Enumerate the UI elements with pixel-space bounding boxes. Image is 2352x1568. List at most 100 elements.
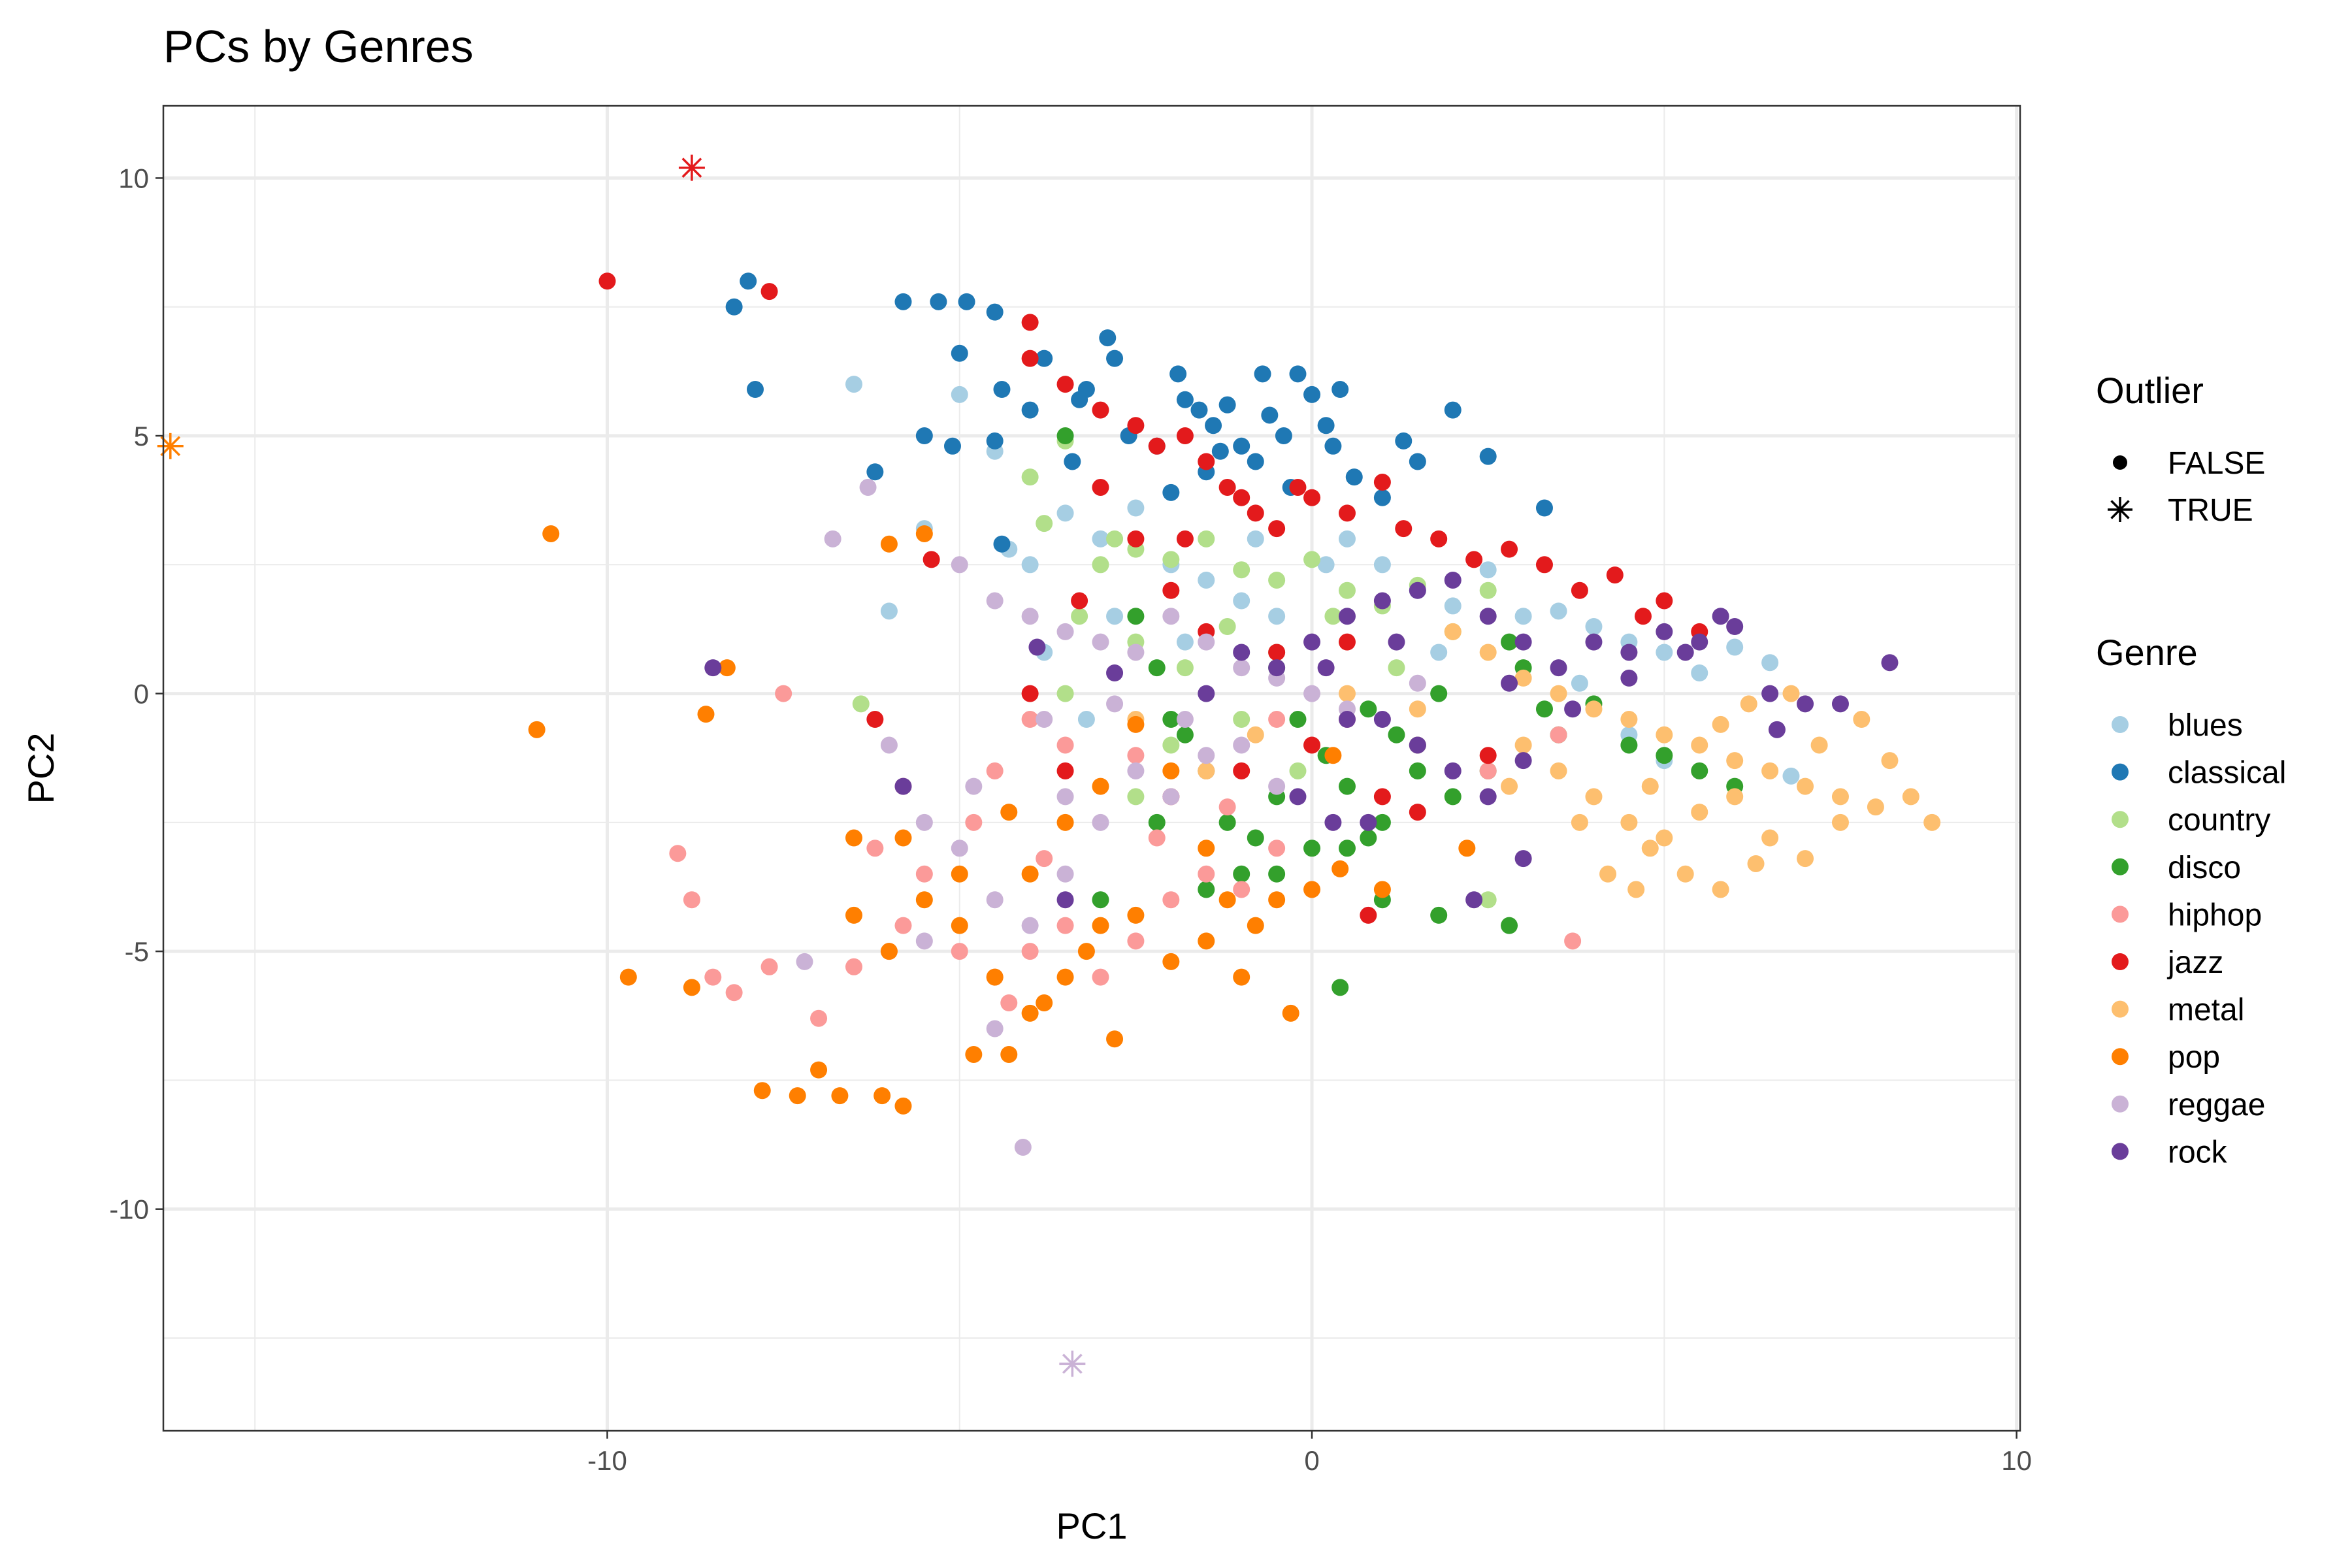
point-disco (1430, 685, 1448, 702)
point-rock (1360, 813, 1377, 831)
point-rock (1656, 623, 1673, 640)
point-jazz (1501, 540, 1518, 558)
point-hiphop (704, 968, 722, 986)
y-tick-label: 5 (134, 421, 149, 451)
legend-genre-label: pop (2168, 1040, 2220, 1075)
point-metal (1923, 813, 1941, 831)
point-pop (683, 979, 700, 996)
point-disco (1501, 917, 1518, 934)
point-blues (1444, 597, 1462, 615)
point-metal (1691, 736, 1708, 754)
point-rock (704, 659, 722, 677)
point-blues (1021, 556, 1039, 574)
point-metal (1726, 788, 1744, 806)
point-hiphop (775, 685, 792, 702)
point-rock (1676, 644, 1694, 661)
point-hiphop (760, 958, 778, 975)
point-hiphop (1148, 829, 1166, 847)
point-classical (1331, 381, 1349, 399)
point-pop (1247, 917, 1264, 934)
point-jazz (1233, 762, 1250, 779)
point-blues (845, 376, 862, 393)
point-classical (1303, 385, 1321, 403)
point-country (1198, 530, 1215, 547)
legend-key-classical (2112, 763, 2129, 781)
point-hiphop (1056, 736, 1074, 754)
point-metal (1797, 850, 1814, 868)
point-jazz (1162, 581, 1180, 599)
point-classical (1261, 406, 1279, 424)
point-pop (880, 943, 898, 960)
point-metal (1712, 715, 1729, 733)
point-pop (915, 525, 933, 542)
point-pop (1056, 813, 1074, 831)
point-pop (753, 1082, 771, 1100)
legend-key-pop (2112, 1048, 2129, 1066)
point-classical (1395, 432, 1413, 449)
point-classical (1233, 437, 1250, 455)
point-blues (1233, 592, 1250, 610)
point-metal (1514, 736, 1532, 754)
point-pop (1092, 917, 1109, 934)
point-metal (1831, 813, 1849, 831)
point-jazz (598, 272, 616, 290)
point-pop (1036, 994, 1053, 1012)
point-pop (1162, 762, 1180, 779)
point-classical (725, 298, 743, 316)
point-metal (1881, 752, 1899, 770)
point-pop (1092, 777, 1109, 795)
point-pop (951, 917, 968, 934)
point-rock (1106, 664, 1124, 682)
point-reggae (1056, 865, 1074, 883)
point-blues (880, 602, 898, 620)
point-pop (1021, 1004, 1039, 1022)
point-reggae (986, 592, 1004, 610)
point-hiphop (965, 813, 983, 831)
point-hiphop (1021, 943, 1039, 960)
point-disco (1148, 659, 1166, 677)
point-reggae (1176, 711, 1194, 728)
point-rock (1338, 608, 1356, 625)
point-disco (1247, 829, 1264, 847)
legend-key-country (2112, 811, 2129, 828)
x-tick-label: 0 (1304, 1445, 1319, 1476)
point-classical (1289, 365, 1307, 383)
point-rock (1289, 788, 1307, 806)
point-blues (1761, 654, 1779, 672)
point-disco (1360, 829, 1377, 847)
point-metal (1247, 726, 1264, 743)
point-reggae (1021, 608, 1039, 625)
point-reggae (1268, 777, 1286, 795)
point-metal (1620, 813, 1638, 831)
point-rock (1465, 891, 1483, 909)
point-blues (1571, 674, 1588, 692)
point-rock (1479, 788, 1497, 806)
point-rock (1444, 762, 1462, 779)
point-pop (1324, 747, 1342, 764)
point-hiphop (810, 1009, 828, 1027)
point-rock (1564, 700, 1582, 718)
point-pop (894, 829, 912, 847)
point-classical (1324, 437, 1342, 455)
point-metal (1501, 777, 1518, 795)
point-hiphop (1233, 881, 1250, 898)
point-blues (1430, 644, 1448, 661)
legend-genre-label: rock (2168, 1135, 2228, 1169)
point-classical (740, 272, 757, 290)
point-pop (951, 865, 968, 883)
point-jazz (1373, 474, 1391, 491)
point-metal (1338, 685, 1356, 702)
point-reggae (1056, 623, 1074, 640)
point-reggae (796, 953, 813, 970)
point-reggae (1198, 747, 1215, 764)
point-hiphop (1127, 932, 1145, 950)
point-jazz (1268, 644, 1286, 661)
point-rock (1028, 638, 1046, 656)
legend-outlier: Outlier FALSE TRUE (2096, 370, 2265, 528)
point-blues (1656, 644, 1673, 661)
point-jazz (1465, 551, 1483, 568)
point-country (1479, 891, 1497, 909)
point-metal (1761, 762, 1779, 779)
point-hiphop (1479, 762, 1497, 779)
point-blues (1691, 664, 1708, 682)
